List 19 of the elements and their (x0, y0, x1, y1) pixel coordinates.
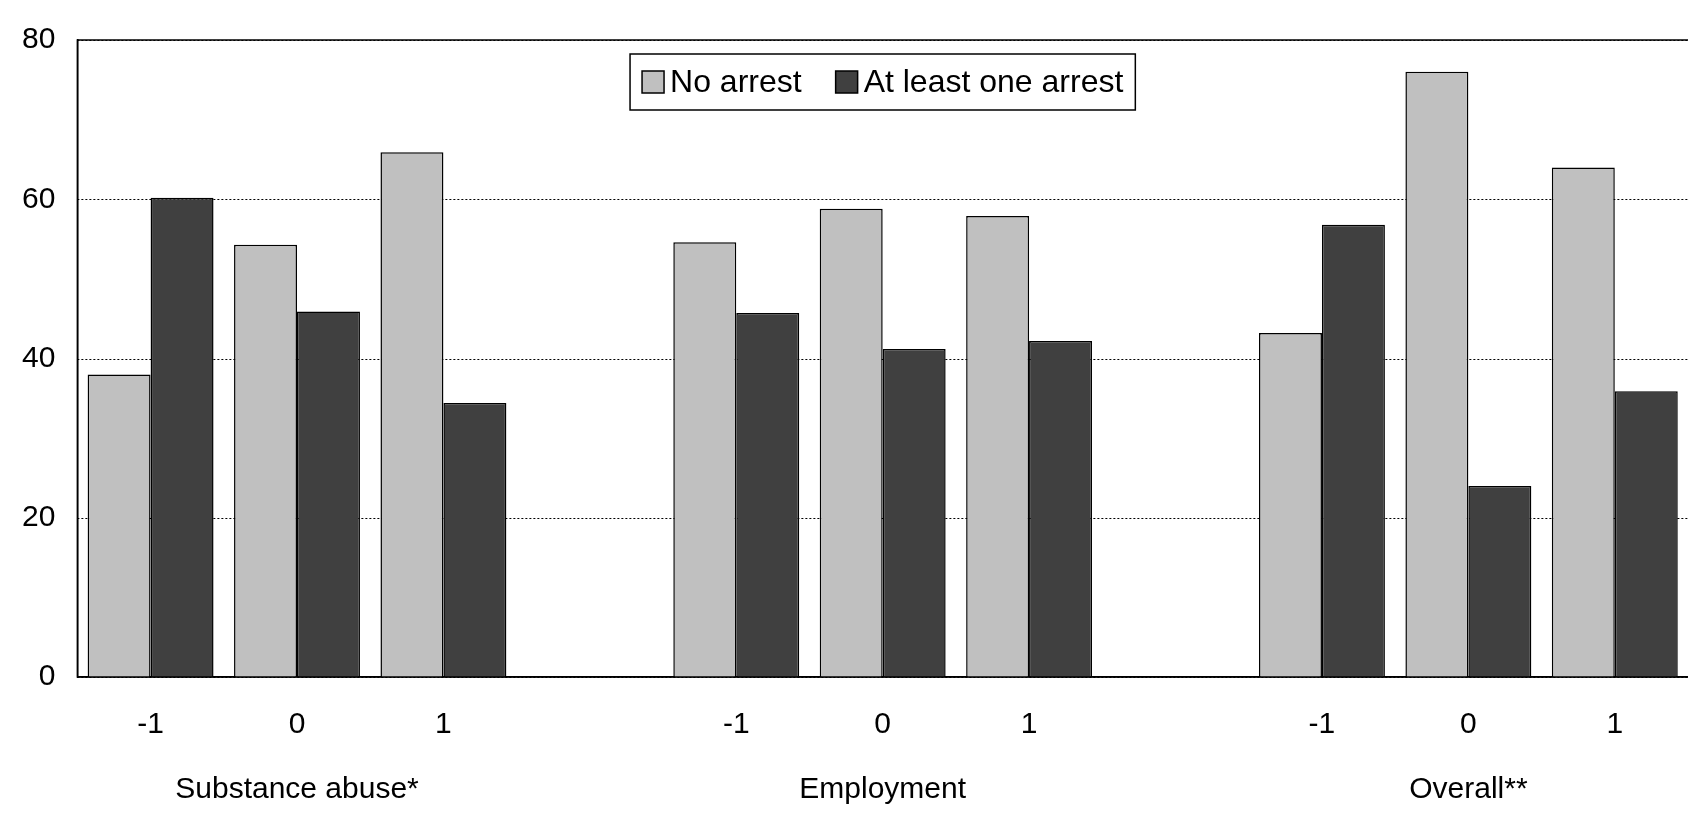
text: Overall** (1409, 771, 1528, 805)
x-tick-label: 0 (874, 706, 892, 740)
y-tick-label: 0 (38, 658, 56, 692)
legend-label: At least one arrest (863, 62, 1124, 99)
y-tick-label: 20 (21, 499, 56, 533)
x-tick-label: -1 (722, 706, 750, 740)
text: Substance abuse* (175, 771, 420, 805)
y-tick-label: 40 (21, 339, 56, 373)
legend-label: No arrest (670, 62, 802, 99)
y-tick-label: 60 (21, 180, 56, 214)
x-tick-label: 1 (1606, 706, 1624, 740)
x-tick-label: 1 (1020, 706, 1038, 740)
text: Employment (799, 771, 967, 805)
y-tick-label: 80 (21, 21, 56, 55)
x-tick-label: -1 (137, 706, 164, 740)
x-tick-label: 0 (1460, 706, 1477, 740)
x-tick-label: 0 (288, 706, 306, 740)
x-tick-label: 1 (435, 706, 452, 740)
x-tick-label: -1 (1308, 706, 1336, 740)
